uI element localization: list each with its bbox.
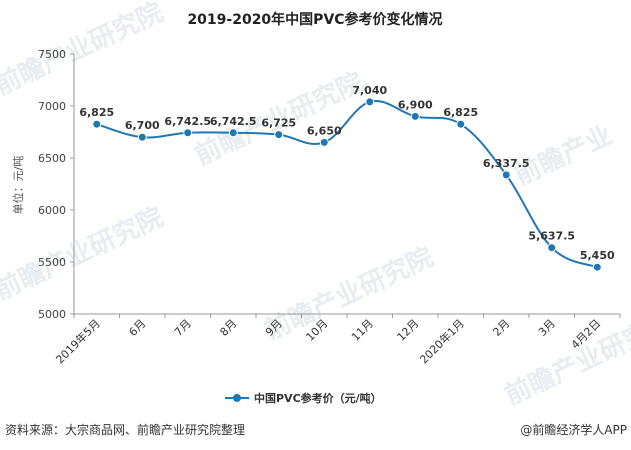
data-point — [137, 132, 147, 142]
x-tick-label: 6月 — [126, 317, 148, 339]
data-point — [183, 128, 193, 138]
watermark-logo: 前瞻产业 — [510, 119, 617, 191]
data-point — [319, 137, 329, 147]
data-label: 6,900 — [398, 98, 433, 111]
x-tick-label: 12月 — [395, 317, 422, 344]
credit-note: @前瞻经济学人APP — [520, 423, 627, 437]
y-tick-label: 6500 — [38, 152, 66, 165]
y-tick-label: 6000 — [38, 204, 66, 217]
legend-marker-swatch — [233, 394, 241, 402]
x-tick-label: 7月 — [172, 317, 194, 339]
data-point — [228, 128, 238, 138]
data-label: 6,825 — [443, 106, 478, 119]
data-point — [592, 262, 602, 272]
x-tick-label: 8月 — [217, 317, 239, 339]
watermark-logo: 前瞻产业研究院 — [500, 306, 631, 411]
data-label: 6,650 — [307, 124, 342, 137]
y-tick-label: 7000 — [38, 100, 66, 113]
x-tick-label: 2020年1月 — [417, 316, 467, 366]
legend: 中国PVC参考价（元/吨） — [225, 391, 382, 405]
data-label: 6,700 — [125, 119, 160, 132]
data-label: 6,742.5 — [164, 115, 211, 128]
y-tick-label: 5500 — [38, 256, 66, 269]
legend-label: 中国PVC参考价（元/吨） — [254, 391, 382, 405]
chart-title: 2019-2020年中国PVC参考价变化情况 — [187, 11, 442, 28]
watermark-logo: 前瞻产业研究院 — [0, 201, 168, 306]
y-axis-label: 单位：元/吨 — [11, 156, 25, 215]
data-point — [92, 119, 102, 129]
watermark-group: 前瞻产业研究院 前瞻产业研究院 前瞻产业研究院 前瞻产业研究院 前瞻产业 前瞻产… — [0, 0, 631, 411]
data-point — [547, 243, 557, 253]
data-label: 6,825 — [79, 106, 114, 119]
plot-area: 6,825 6,700 6,742.56,742.5 6,725 6,650 7,040 6… — [79, 84, 615, 272]
data-label: 5,637.5 — [528, 230, 575, 243]
x-tick-label: 2月 — [490, 317, 512, 339]
data-point — [365, 97, 375, 107]
y-tick-label: 7500 — [38, 48, 66, 61]
data-point — [274, 130, 284, 140]
data-label: 6,337.5 — [483, 157, 530, 170]
y-axis: 5000 5500 6000 6500 7000 7500 — [38, 48, 75, 321]
source-note: 资料来源：大宗商品网、前瞻产业研究院整理 — [5, 423, 246, 437]
data-label: 6,742.5 — [210, 115, 257, 128]
data-point — [456, 119, 466, 129]
watermark-logo: 前瞻产业研究院 — [0, 0, 168, 101]
data-point — [410, 111, 420, 121]
y-tick-label: 5000 — [38, 308, 66, 321]
data-label: 6,725 — [261, 117, 296, 130]
x-tick-label: 11月 — [349, 317, 376, 344]
data-label: 7,040 — [352, 84, 387, 97]
data-label: 5,450 — [580, 249, 615, 262]
x-tick-label: 3月 — [536, 317, 558, 339]
data-point — [501, 170, 511, 180]
x-tick-label: 2019年5月 — [53, 316, 103, 366]
